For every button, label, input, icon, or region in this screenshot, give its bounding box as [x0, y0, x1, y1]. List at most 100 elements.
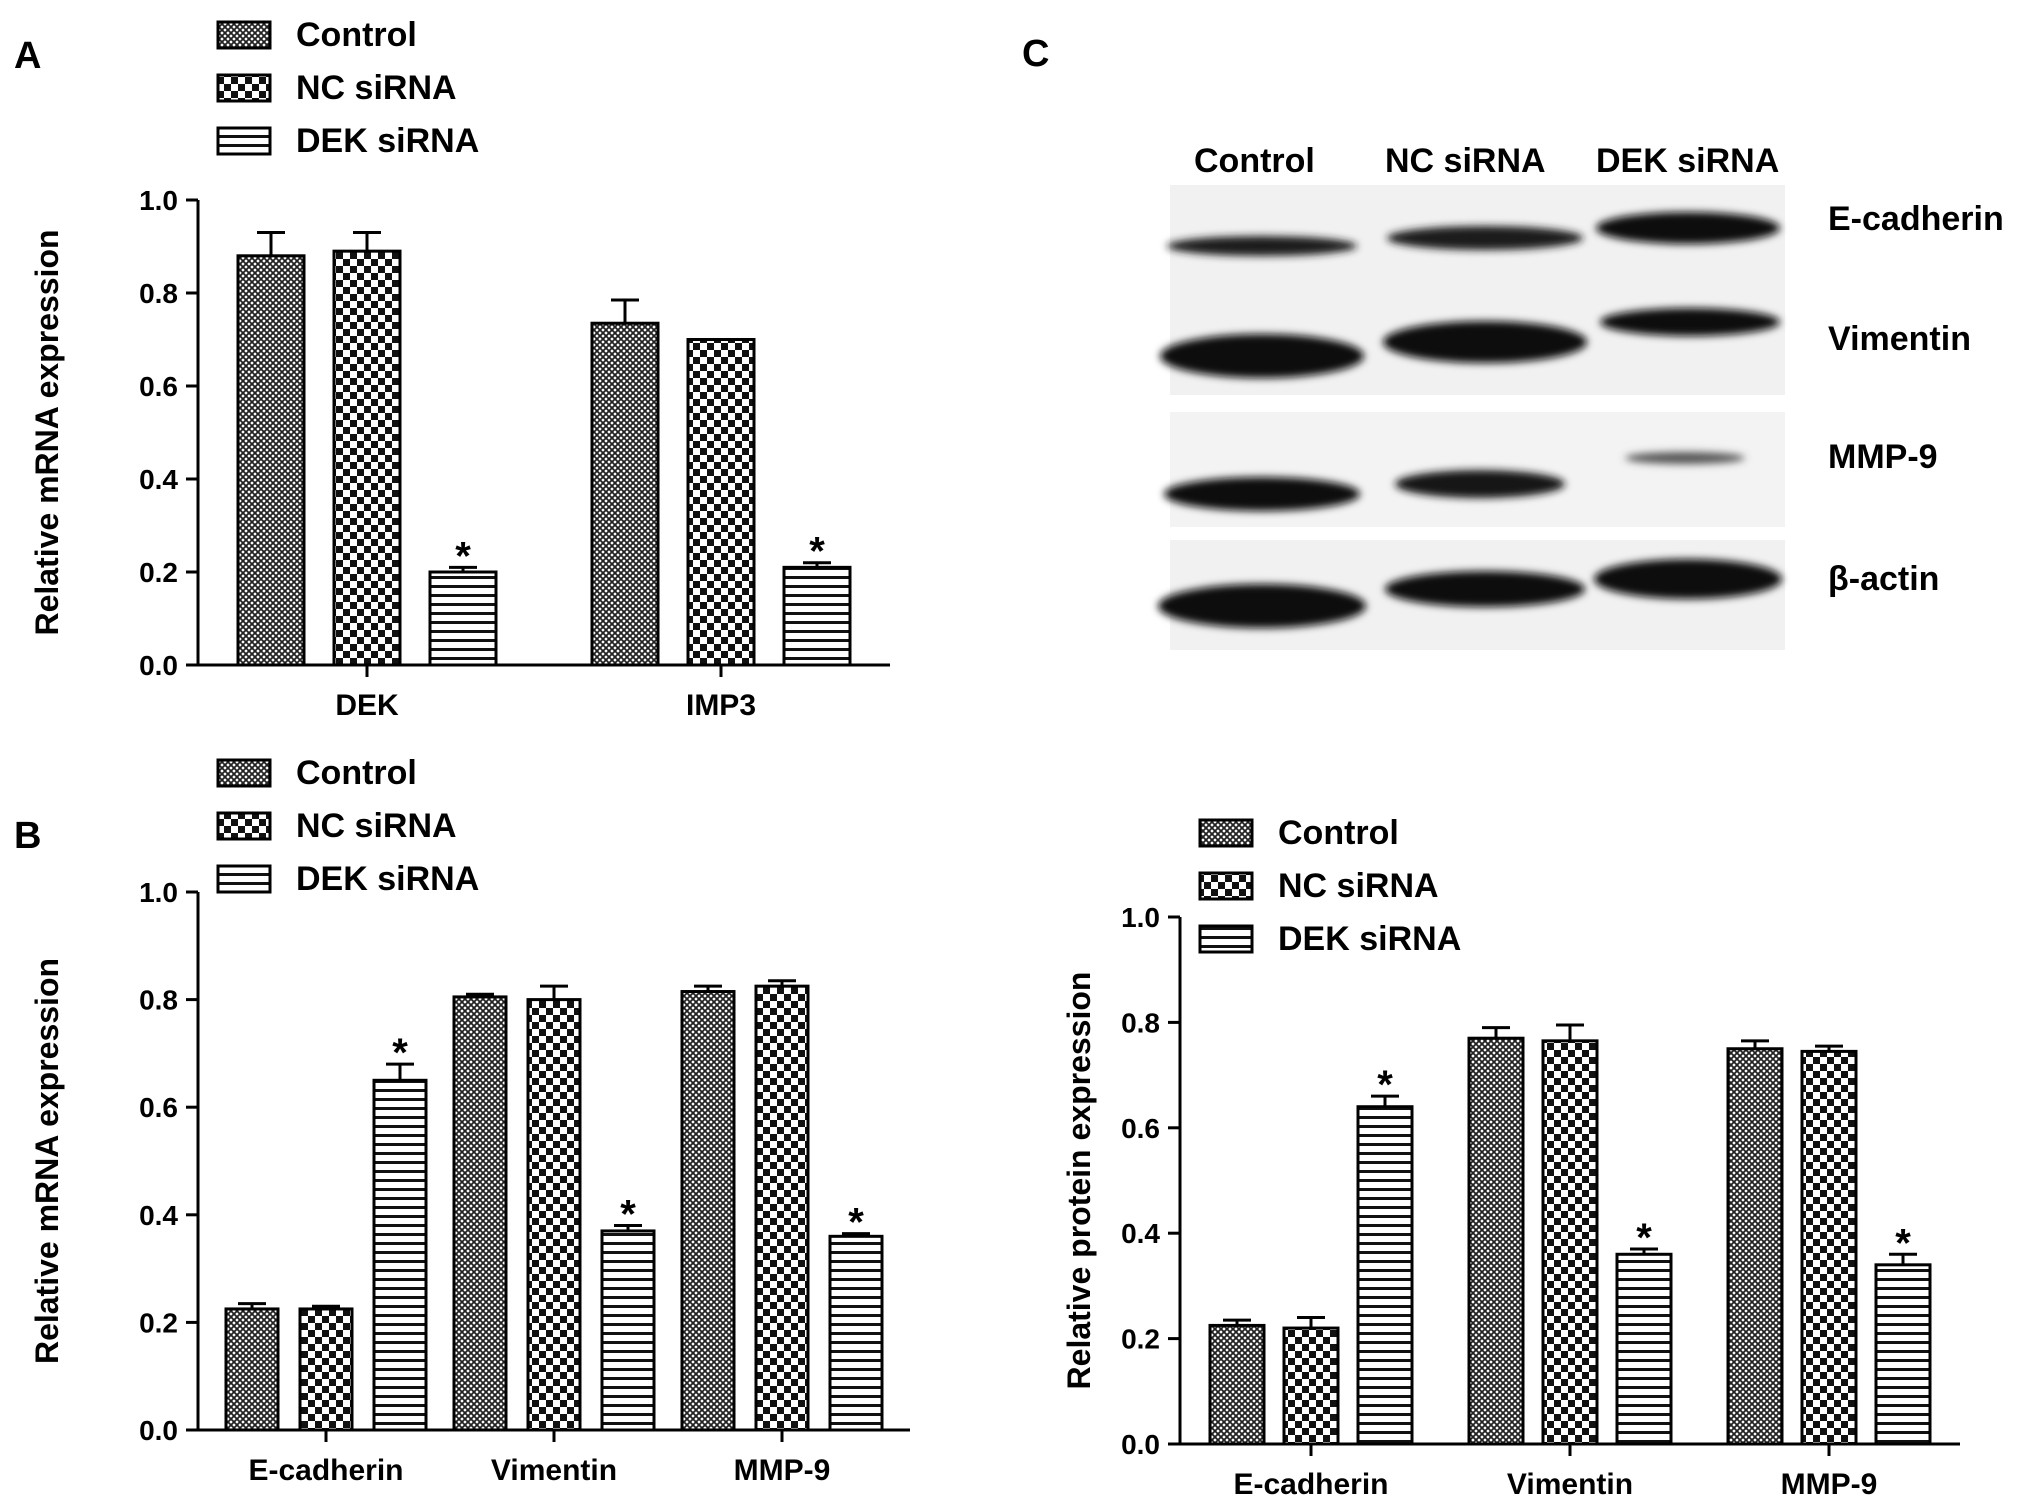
- y-tick-label: 0.4: [1121, 1218, 1160, 1249]
- chart-a: Control NC siRNA DEK siRNA 0.0 0.2 0.4 0.6 0.8 1…: [29, 16, 890, 722]
- bar: [1282, 1326, 1340, 1446]
- bar: [1208, 1323, 1266, 1446]
- y-tick-label: 0.2: [139, 1307, 178, 1338]
- blot-band: [1387, 226, 1583, 250]
- blot-band: [1160, 334, 1364, 378]
- y-tick-label: 1.0: [1121, 902, 1160, 933]
- significance-star: *: [1377, 1063, 1393, 1107]
- bar: [1726, 1047, 1784, 1446]
- bar: [224, 1307, 280, 1432]
- blot-protein-label: Vimentin: [1828, 320, 1971, 358]
- bar: [332, 249, 402, 667]
- y-tick-label: 1.0: [139, 185, 178, 216]
- bar: [828, 1234, 884, 1432]
- x-tick-label: E-cadherin: [248, 1454, 403, 1487]
- y-axis-label: Relative protein expression: [1061, 972, 1097, 1390]
- bar: [236, 254, 306, 667]
- y-tick-label: 0.6: [139, 371, 178, 402]
- chart-c: Control NC siRNA DEK siRNA 0.0 0.2 0.4 0.6 0.8 1…: [1061, 814, 1960, 1501]
- legend-swatch: [1198, 924, 1254, 954]
- significance-star: *: [1636, 1216, 1652, 1260]
- legend-swatch: [216, 73, 272, 103]
- legend-swatch: [1198, 818, 1254, 848]
- blot-protein-label: β-actin: [1828, 560, 1939, 598]
- legend-swatch: [216, 864, 272, 894]
- y-tick-label: 0.4: [139, 464, 178, 495]
- y-tick-label: 0.2: [139, 557, 178, 588]
- significance-star: *: [455, 534, 471, 578]
- x-tick-label: Vimentin: [491, 1454, 617, 1487]
- blot-lane-label: DEK siRNA: [1596, 142, 1779, 180]
- significance-star: *: [848, 1201, 864, 1245]
- legend-label: DEK siRNA: [1278, 920, 1461, 958]
- significance-star: *: [392, 1031, 408, 1075]
- y-tick-label: 0.0: [139, 1415, 178, 1446]
- panel-label-a: A: [14, 35, 41, 77]
- blot-band: [1158, 584, 1366, 628]
- y-axis-label: Relative mRNA expression: [29, 958, 65, 1364]
- y-tick-label: 0.0: [139, 650, 178, 681]
- blot-lane-label: Control: [1194, 142, 1315, 180]
- western-blot: Control NC siRNA DEK siRNA E-cadherin Vi…: [1158, 142, 2004, 650]
- bar: [1356, 1105, 1414, 1446]
- y-tick-label: 0.8: [139, 278, 178, 309]
- bar: [452, 995, 508, 1432]
- bar: [1800, 1049, 1858, 1446]
- y-tick-label: 1.0: [139, 877, 178, 908]
- y-tick-label: 0.2: [1121, 1324, 1160, 1355]
- blot-band: [1385, 571, 1585, 607]
- legend-swatch: [216, 20, 272, 50]
- bar: [526, 998, 582, 1432]
- legend-label: Control: [296, 16, 417, 54]
- x-tick-label: MMP-9: [734, 1454, 831, 1487]
- x-tick-label: Vimentin: [1507, 1468, 1633, 1501]
- bar: [686, 338, 756, 667]
- bar: [298, 1307, 354, 1432]
- legend-label: NC siRNA: [296, 69, 457, 107]
- bar: [590, 321, 660, 667]
- bar: [782, 565, 852, 667]
- significance-star: *: [620, 1193, 636, 1237]
- significance-star: *: [809, 530, 825, 574]
- legend-swatch: [216, 811, 272, 841]
- y-tick-label: 0.0: [1121, 1429, 1160, 1460]
- legend-label: Control: [1278, 814, 1399, 852]
- legend-label: DEK siRNA: [296, 122, 479, 160]
- blot-protein-label: E-cadherin: [1828, 200, 2004, 238]
- legend-swatch: [1198, 871, 1254, 901]
- blot-band: [1600, 308, 1780, 336]
- bar: [1615, 1252, 1673, 1446]
- chart-b: Control NC siRNA DEK siRNA 0.0 0.2 0.4 0.6 0.8 1…: [29, 754, 910, 1487]
- blot-band: [1395, 470, 1565, 498]
- bar: [372, 1078, 428, 1432]
- bar: [428, 570, 498, 667]
- panel-label-c: C: [1022, 33, 1049, 75]
- bar: [754, 984, 810, 1432]
- bar: [680, 990, 736, 1432]
- legend-label: DEK siRNA: [296, 860, 479, 898]
- x-tick-label: E-cadherin: [1233, 1468, 1388, 1501]
- bar: [1541, 1039, 1599, 1446]
- bar: [1467, 1036, 1525, 1446]
- bar: [1874, 1263, 1932, 1446]
- y-tick-label: 0.4: [139, 1200, 178, 1231]
- x-tick-label: DEK: [335, 689, 399, 722]
- blot-band: [1594, 559, 1782, 599]
- blot-band: [1167, 236, 1357, 256]
- x-tick-label: IMP3: [686, 689, 756, 722]
- blot-band: [1625, 452, 1745, 464]
- legend-swatch: [216, 126, 272, 156]
- legend-label: NC siRNA: [1278, 867, 1439, 905]
- legend-label: Control: [296, 754, 417, 792]
- y-tick-label: 0.8: [139, 985, 178, 1016]
- blot-band: [1164, 477, 1360, 511]
- blot-band: [1596, 212, 1780, 244]
- blot-band: [1383, 321, 1587, 363]
- blot-lane-label: NC siRNA: [1385, 142, 1546, 180]
- y-tick-label: 0.6: [1121, 1113, 1160, 1144]
- blot-protein-label: MMP-9: [1828, 438, 1938, 476]
- x-tick-label: MMP-9: [1781, 1468, 1878, 1501]
- panel-label-b: B: [14, 815, 41, 857]
- legend-label: NC siRNA: [296, 807, 457, 845]
